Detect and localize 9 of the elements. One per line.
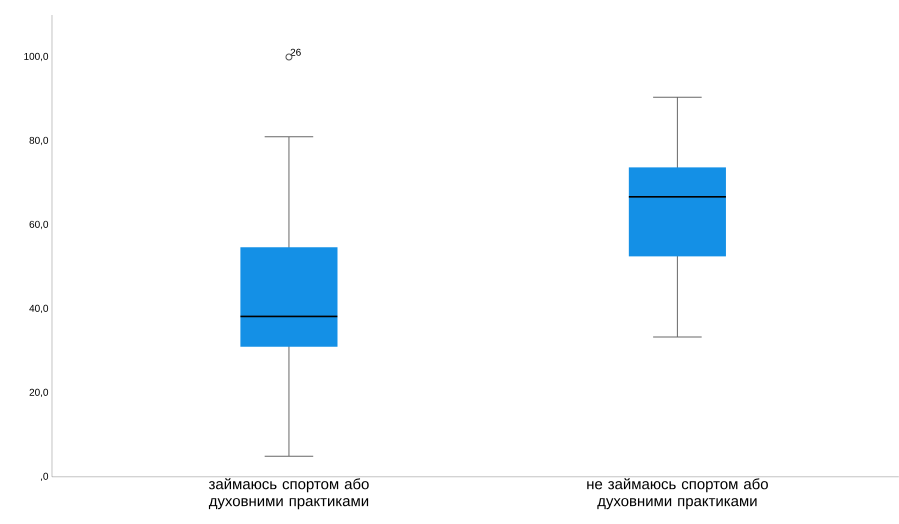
y-tick-label: ,0 bbox=[41, 472, 48, 482]
y-tick-label: 60,0 bbox=[30, 220, 48, 230]
y-tick-label: 20,0 bbox=[30, 388, 48, 398]
y-tick-label: 100,0 bbox=[24, 52, 48, 62]
annotation: 26 bbox=[290, 48, 301, 56]
y-tick-label: 80,0 bbox=[30, 136, 48, 146]
x-tick-label: не займаюсь спортом або духовними практиками bbox=[587, 478, 768, 510]
y-tick-label: 40,0 bbox=[29, 304, 48, 314]
x-tick-label: займаюсь спортом або духовними практиками bbox=[208, 478, 369, 510]
